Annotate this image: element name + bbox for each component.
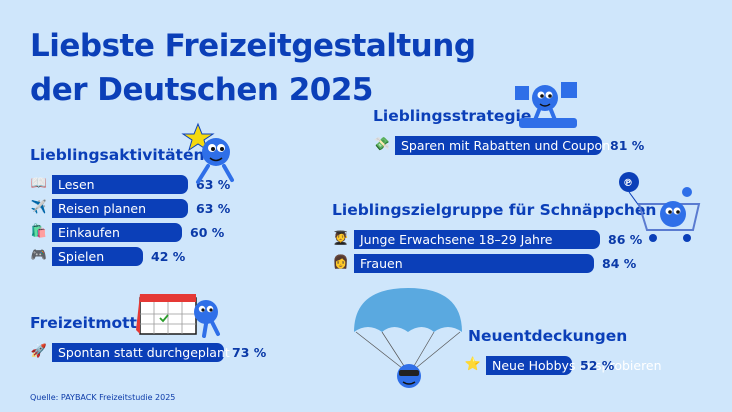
money-icon: 💸 [373,137,391,152]
bar [486,356,572,375]
section-title-strategy: Lieblingsstrategie [373,107,532,125]
bar [52,175,188,194]
bar-label: Junge Erwachsene 18–29 Jahre [360,232,553,247]
bar-row: 📖 Lesen 63 % [30,174,320,194]
section-title-motto: Freizeitmotto [30,314,148,332]
value-label: 73 % [232,345,267,360]
value-label: 63 % [196,201,231,216]
value-label: 81 % [610,138,645,153]
bar-label: Sparen mit Rabatten und Coupons [401,138,617,153]
bar-label: Spielen [58,249,105,264]
bar-label: Einkaufen [58,225,120,240]
bar-label: Reisen planen [58,201,146,216]
bar-label: Frauen [360,256,403,271]
bar-row: 🚀 Spontan statt durchgeplant 73 % [30,342,340,362]
bar-label: Spontan statt durchgeplant [58,345,230,360]
star-icon: ⭐ [464,357,482,372]
bar [52,223,182,242]
bar-row: ⭐ Neue Hobbys ausprobieren 52 % [464,355,704,375]
gamepad-icon: 🎮 [30,248,48,263]
shopping-bag-icon: 🛍️ [30,224,48,239]
rocket-icon: 🚀 [30,344,48,359]
bar-row: 💸 Sparen mit Rabatten und Coupons 81 % [373,135,703,155]
value-label: 60 % [190,225,225,240]
title-line-1: Liebste Freizeitgestaltung [30,28,476,64]
mascot-parachute-illustration [354,288,462,388]
bar [354,230,600,249]
value-label: 52 % [580,358,615,373]
mascot-calendar-illustration [136,294,220,338]
value-label: 86 % [608,232,643,247]
book-icon: 📖 [30,176,48,191]
airplane-icon: ✈️ [30,200,48,215]
page-title: Liebste Freizeitgestaltung der Deutschen… [30,24,476,112]
woman-icon: 👩 [332,255,350,270]
value-label: 63 % [196,177,231,192]
bar [395,136,602,155]
section-title-target-group: Lieblingszielgruppe für Schnäppchen [332,201,657,219]
mascot-cart-illustration: ℗ [619,172,701,242]
bar-label: Lesen [58,177,95,192]
mascot-star-illustration [181,122,234,184]
section-title-discoveries: Neuentdeckungen [468,327,628,345]
mascot-puzzle-illustration [515,82,577,128]
section-title-activities: Lieblingsaktivitäten [30,146,205,164]
bar-row: 🧑‍🎓 Junge Erwachsene 18–29 Jahre 86 % [332,229,692,249]
bar [354,254,594,273]
bar-label: Neue Hobbys ausprobieren [492,358,662,373]
value-label: 84 % [602,256,637,271]
source-note: Quelle: PAYBACK Freizeitstudie 2025 [30,393,176,402]
bar [52,247,143,266]
title-line-2: der Deutschen 2025 [30,72,374,108]
bar-row: 🎮 Spielen 42 % [30,246,320,266]
bar [52,199,188,218]
bar-row: ✈️ Reisen planen 63 % [30,198,320,218]
bar [52,343,224,362]
bar-row: 🛍️ Einkaufen 60 % [30,222,320,242]
bar-row: 👩 Frauen 84 % [332,253,692,273]
graduate-icon: 🧑‍🎓 [332,231,350,246]
value-label: 42 % [151,249,186,264]
svg-text:℗: ℗ [623,178,633,189]
